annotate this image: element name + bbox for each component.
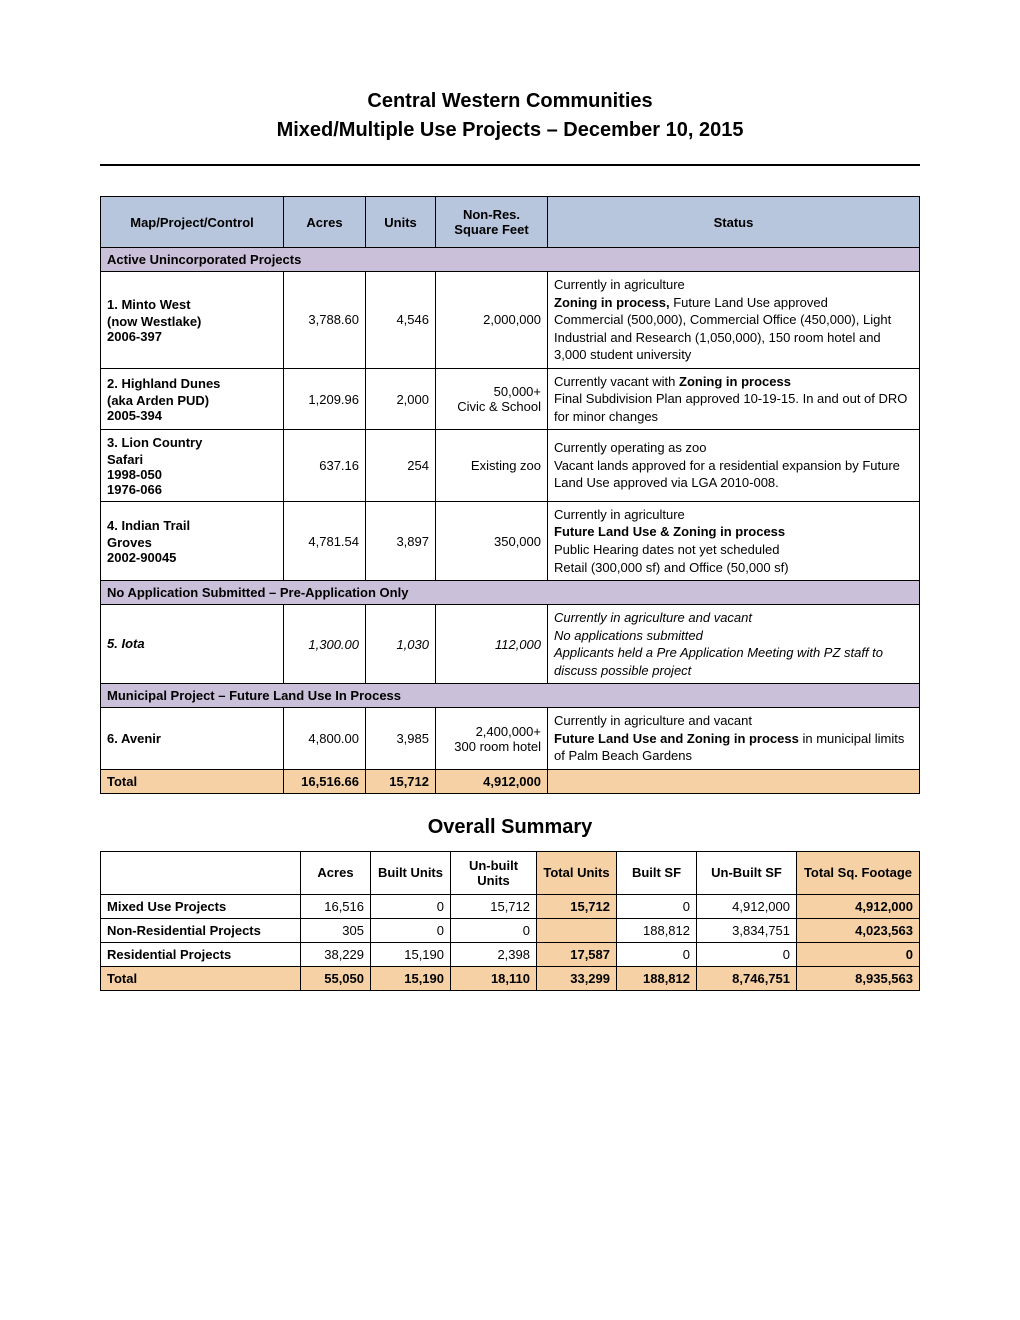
project-row-3: 3. Lion Country Safari 1998-050 1976-066… — [101, 430, 920, 502]
project-row-6: 6. Avenir 4,800.00 3,985 2,400,000+ 300 … — [101, 708, 920, 770]
section-active: Active Unincorporated Projects — [101, 248, 920, 272]
sh-total-sf: Total Sq. Footage — [797, 851, 920, 894]
summary-row-total: Total 55,050 15,190 18,110 33,299 188,81… — [101, 966, 920, 990]
projects-header-row: Map/Project/Control Acres Units Non-Res.… — [101, 197, 920, 248]
sh-total-units: Total Units — [537, 851, 617, 894]
hdr-acres: Acres — [284, 197, 366, 248]
projects-table: Map/Project/Control Acres Units Non-Res.… — [100, 196, 920, 794]
hdr-units: Units — [366, 197, 436, 248]
summary-table: Acres Built Units Un-built Units Total U… — [100, 851, 920, 991]
project-row-2: 2. Highland Dunes (aka Arden PUD) 2005-3… — [101, 368, 920, 430]
section-municipal: Municipal Project – Future Land Use In P… — [101, 684, 920, 708]
summary-header-row: Acres Built Units Un-built Units Total U… — [101, 851, 920, 894]
page-title-1: Central Western Communities — [100, 90, 920, 113]
sh-built-units: Built Units — [371, 851, 451, 894]
project-row-4: 4. Indian Trail Groves 2002-90045 4,781.… — [101, 501, 920, 580]
hdr-nonres: Non-Res. Square Feet — [436, 197, 548, 248]
hdr-project: Map/Project/Control — [101, 197, 284, 248]
sh-built-sf: Built SF — [617, 851, 697, 894]
project-row-5: 5. Iota 1,300.00 1,030 112,000 Currently… — [101, 605, 920, 684]
summary-title: Overall Summary — [100, 816, 920, 839]
projects-total-row: Total 16,516.66 15,712 4,912,000 — [101, 769, 920, 793]
project-row-1: 1. Minto West (now Westlake) 2006-397 3,… — [101, 272, 920, 369]
sh-unbuilt-sf: Un-Built SF — [697, 851, 797, 894]
summary-row-nonres: Non-Residential Projects 305 0 0 188,812… — [101, 918, 920, 942]
section-preapp: No Application Submitted – Pre-Applicati… — [101, 581, 920, 605]
title-divider — [100, 164, 920, 166]
summary-row-res: Residential Projects 38,229 15,190 2,398… — [101, 942, 920, 966]
sh-unbuilt-units: Un-built Units — [451, 851, 537, 894]
hdr-status: Status — [548, 197, 920, 248]
sh-acres: Acres — [301, 851, 371, 894]
summary-row-mixed: Mixed Use Projects 16,516 0 15,712 15,71… — [101, 894, 920, 918]
document-page: Central Western Communities Mixed/Multip… — [0, 0, 1020, 1051]
sh-blank — [101, 851, 301, 894]
page-title-2: Mixed/Multiple Use Projects – December 1… — [100, 119, 920, 142]
